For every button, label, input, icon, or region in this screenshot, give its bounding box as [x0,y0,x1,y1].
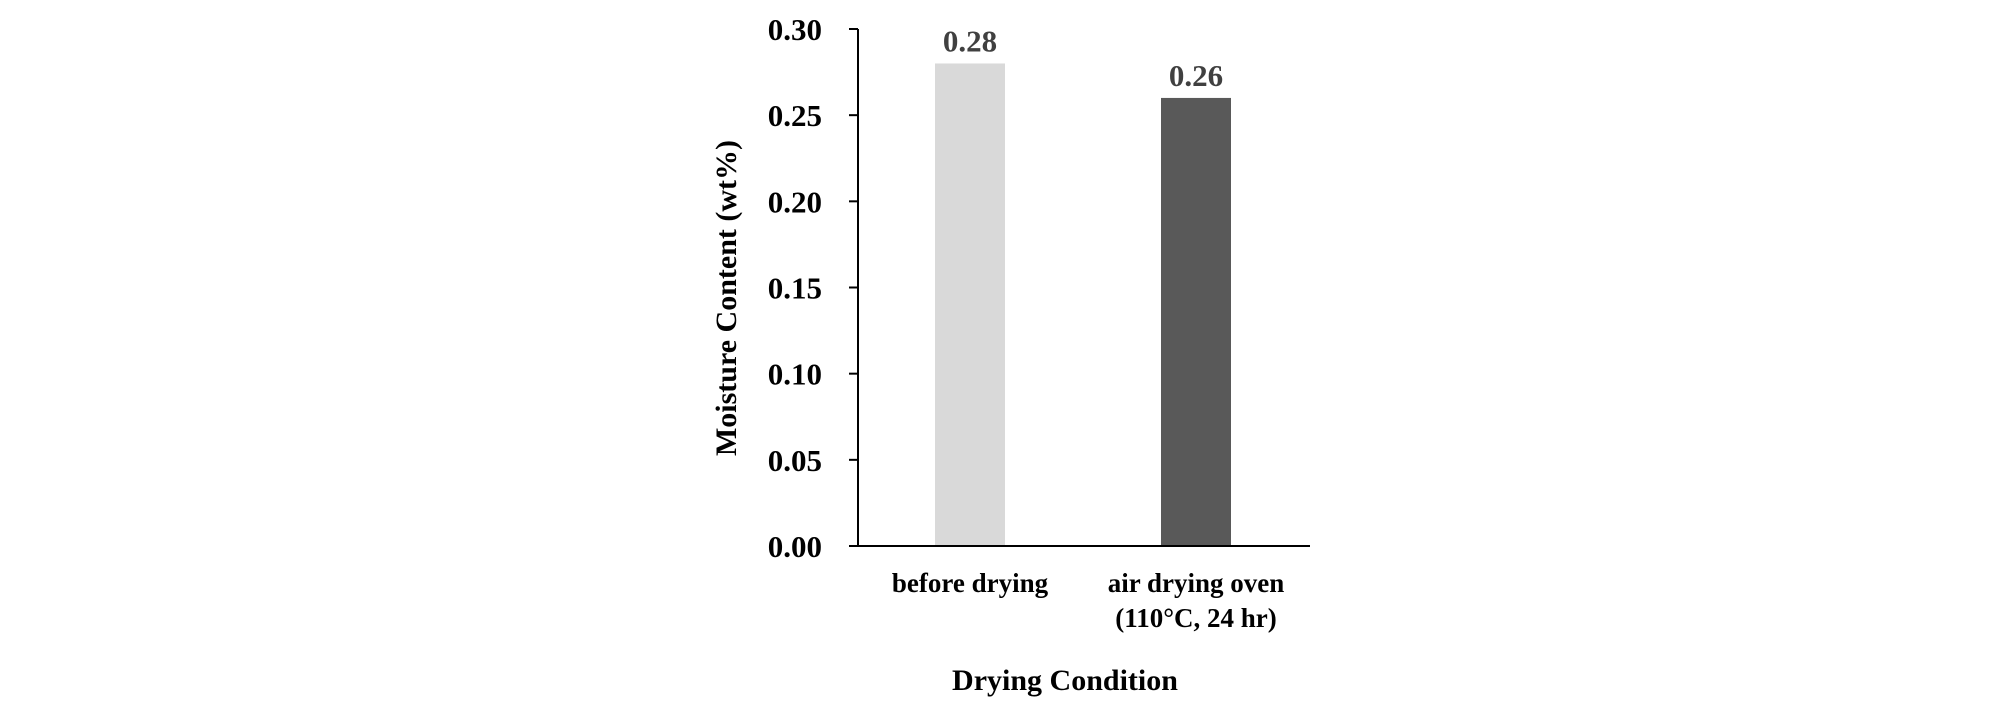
y-tick-label: 0.20 [768,184,822,219]
x-category-label: before drying [892,568,1049,598]
bar-value-label: 0.28 [943,23,997,58]
x-category-label: air drying oven (110°C, 24 hr) [1108,568,1285,633]
y-tick-label: 0.10 [768,357,822,392]
y-tick-label: 0.05 [768,443,822,478]
bars [935,63,1231,546]
y-tick-label: 0.00 [768,529,822,564]
y-axis-title: Moisture Content (wt%) [710,140,743,456]
y-tick-label: 0.25 [768,98,822,133]
y-tick-label: 0.15 [768,271,822,306]
data-labels: 0.28 0.26 [943,23,1223,92]
y-tick-label: 0.30 [768,12,822,47]
y-axis-ticks: 0.00 0.05 0.10 0.15 0.20 0.25 0.30 [768,12,858,564]
x-axis-category-labels: before drying air drying oven (110°C, 24 h… [892,568,1284,633]
bar [1161,97,1231,546]
bar-value-label: 0.26 [1169,58,1223,93]
bar [935,63,1005,546]
x-axis-title: Drying Condition [952,664,1178,697]
